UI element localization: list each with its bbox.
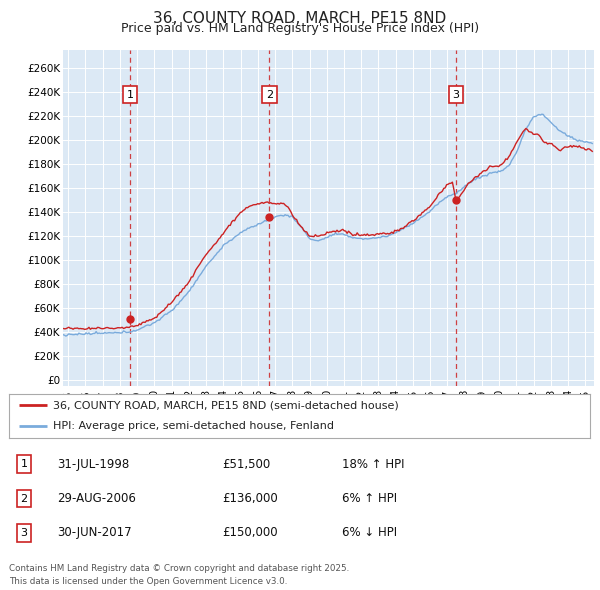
Text: 29-AUG-2006: 29-AUG-2006 bbox=[57, 492, 136, 505]
Text: 30-JUN-2017: 30-JUN-2017 bbox=[57, 526, 131, 539]
Text: HPI: Average price, semi-detached house, Fenland: HPI: Average price, semi-detached house,… bbox=[53, 421, 334, 431]
Text: 3: 3 bbox=[20, 528, 28, 537]
Text: £150,000: £150,000 bbox=[222, 526, 278, 539]
Text: £136,000: £136,000 bbox=[222, 492, 278, 505]
Text: 31-JUL-1998: 31-JUL-1998 bbox=[57, 458, 129, 471]
Text: 36, COUNTY ROAD, MARCH, PE15 8ND: 36, COUNTY ROAD, MARCH, PE15 8ND bbox=[154, 11, 446, 25]
Text: 18% ↑ HPI: 18% ↑ HPI bbox=[342, 458, 404, 471]
Text: 2: 2 bbox=[20, 494, 28, 503]
Text: 36, COUNTY ROAD, MARCH, PE15 8ND (semi-detached house): 36, COUNTY ROAD, MARCH, PE15 8ND (semi-d… bbox=[53, 401, 398, 411]
Text: 6% ↓ HPI: 6% ↓ HPI bbox=[342, 526, 397, 539]
Text: Contains HM Land Registry data © Crown copyright and database right 2025.
This d: Contains HM Land Registry data © Crown c… bbox=[9, 565, 349, 586]
Text: Price paid vs. HM Land Registry's House Price Index (HPI): Price paid vs. HM Land Registry's House … bbox=[121, 22, 479, 35]
Text: 6% ↑ HPI: 6% ↑ HPI bbox=[342, 492, 397, 505]
Text: £51,500: £51,500 bbox=[222, 458, 270, 471]
Text: 1: 1 bbox=[127, 90, 133, 100]
Text: 3: 3 bbox=[452, 90, 460, 100]
Text: 1: 1 bbox=[20, 460, 28, 469]
Text: 2: 2 bbox=[266, 90, 273, 100]
